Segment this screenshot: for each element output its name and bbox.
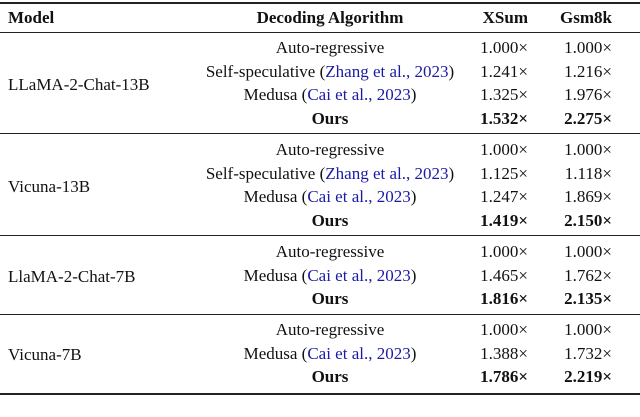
gsm-value: 1.000× xyxy=(564,242,612,261)
algorithm-name: Self-speculative ( xyxy=(205,61,326,81)
xsum-value: 1.419× xyxy=(480,210,528,230)
algorithm-name: Ours xyxy=(311,108,349,128)
header-xsum: XSum xyxy=(482,8,528,27)
algorithm-name: Medusa ( xyxy=(243,343,308,363)
model-name: Vicuna-7B xyxy=(8,345,82,365)
model-name: LlaMA-2-Chat-7B xyxy=(8,267,136,287)
citation-link[interactable]: Cai et al., 2023 xyxy=(307,187,411,207)
algorithm-cell: Medusa (Cai et al., 2023) xyxy=(200,85,460,105)
algorithm-name: Auto-regressive xyxy=(275,38,385,57)
algorithm-cell: Ours xyxy=(200,289,460,309)
xsum-value: 1.388× xyxy=(480,343,528,363)
algorithm-cell: Medusa (Cai et al., 2023) xyxy=(200,187,460,207)
xsum-value: 1.325× xyxy=(480,85,528,105)
paren: ) xyxy=(410,85,417,105)
algorithm-cell: Self-speculative (Zhang et al., 2023) xyxy=(200,62,460,82)
header-rule xyxy=(0,32,640,33)
xsum-value: 1.465× xyxy=(480,265,528,285)
algorithm-cell: Ours xyxy=(200,109,460,129)
gsm-value: 1.869× xyxy=(564,187,612,207)
gsm-value: 1.000× xyxy=(564,140,612,159)
algorithm-cell: Auto-regressive xyxy=(200,38,460,58)
group-rule xyxy=(0,235,640,236)
gsm-value: 1.118× xyxy=(564,163,612,183)
xsum-value: 1.247× xyxy=(480,187,528,207)
gsm-value: 1.762× xyxy=(564,265,612,285)
xsum-value: 1.532× xyxy=(480,108,528,128)
gsm-value: 2.135× xyxy=(564,289,612,309)
citation-link[interactable]: Zhang et al., 2023 xyxy=(325,163,449,183)
algorithm-name: Ours xyxy=(311,289,349,309)
algorithm-name: Ours xyxy=(311,210,349,230)
gsm-value: 1.732× xyxy=(564,343,612,363)
xsum-value: 1.000× xyxy=(480,242,528,261)
algorithm-name: Auto-regressive xyxy=(275,140,385,159)
gsm-value: 1.000× xyxy=(564,38,612,57)
xsum-value: 1.000× xyxy=(480,320,528,339)
algorithm-name: Self-speculative ( xyxy=(205,163,326,183)
xsum-value: 1.000× xyxy=(480,38,528,57)
paren: ) xyxy=(410,343,417,363)
algorithm-name: Ours xyxy=(311,367,349,387)
group-rule xyxy=(0,314,640,315)
gsm-value: 1.000× xyxy=(564,320,612,339)
algorithm-name: Medusa ( xyxy=(243,265,308,285)
header-model: Model xyxy=(8,8,55,27)
paren: ) xyxy=(410,265,417,285)
algorithm-name: Medusa ( xyxy=(243,85,308,105)
citation-link[interactable]: Cai et al., 2023 xyxy=(307,85,411,105)
top-rule xyxy=(0,2,640,4)
model-name: Vicuna-13B xyxy=(8,177,91,197)
header-algorithm: Decoding Algorithm xyxy=(256,8,404,27)
gsm-value: 1.976× xyxy=(564,85,612,105)
gsm-value: 2.219× xyxy=(564,367,612,387)
algorithm-cell: Auto-regressive xyxy=(200,320,460,340)
model-name: LLaMA-2-Chat-13B xyxy=(8,75,150,95)
algorithm-cell: Auto-regressive xyxy=(200,140,460,160)
gsm-value: 1.216× xyxy=(564,61,612,81)
group-rule xyxy=(0,393,640,395)
paren: ) xyxy=(448,61,455,81)
paren: ) xyxy=(410,187,417,207)
algorithm-cell: Self-speculative (Zhang et al., 2023) xyxy=(200,164,460,184)
algorithm-name: Auto-regressive xyxy=(275,242,385,261)
xsum-value: 1.241× xyxy=(480,61,528,81)
xsum-value: 1.816× xyxy=(480,289,528,309)
algorithm-name: Auto-regressive xyxy=(275,320,385,339)
xsum-value: 1.125× xyxy=(480,163,528,183)
gsm-value: 2.275× xyxy=(564,108,612,128)
citation-link[interactable]: Cai et al., 2023 xyxy=(307,265,411,285)
algorithm-cell: Ours xyxy=(200,211,460,231)
xsum-value: 1.000× xyxy=(480,140,528,159)
algorithm-cell: Medusa (Cai et al., 2023) xyxy=(200,266,460,286)
citation-link[interactable]: Zhang et al., 2023 xyxy=(325,61,449,81)
gsm-value: 2.150× xyxy=(564,210,612,230)
group-rule xyxy=(0,133,640,134)
algorithm-name: Medusa ( xyxy=(243,187,308,207)
algorithm-cell: Ours xyxy=(200,367,460,387)
algorithm-cell: Medusa (Cai et al., 2023) xyxy=(200,344,460,364)
xsum-value: 1.786× xyxy=(480,367,528,387)
paren: ) xyxy=(448,163,455,183)
header-gsm8k: Gsm8k xyxy=(560,8,612,27)
citation-link[interactable]: Cai et al., 2023 xyxy=(307,343,411,363)
algorithm-cell: Auto-regressive xyxy=(200,242,460,262)
